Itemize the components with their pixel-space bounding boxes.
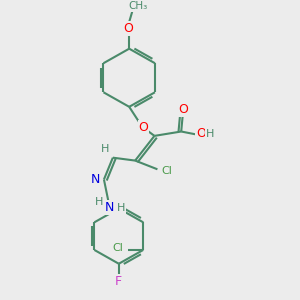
Text: H: H (117, 203, 125, 213)
Text: O: O (139, 121, 148, 134)
Text: H: H (101, 144, 110, 154)
Text: O: O (196, 127, 206, 140)
Text: O: O (178, 103, 188, 116)
Text: F: F (115, 275, 122, 288)
Text: H: H (95, 197, 103, 207)
Text: CH₃: CH₃ (128, 1, 147, 11)
Text: Cl: Cl (112, 244, 123, 254)
Text: N: N (105, 201, 115, 214)
Text: N: N (91, 173, 100, 186)
Text: H: H (206, 129, 214, 139)
Text: O: O (124, 22, 134, 35)
Text: Cl: Cl (161, 166, 172, 176)
